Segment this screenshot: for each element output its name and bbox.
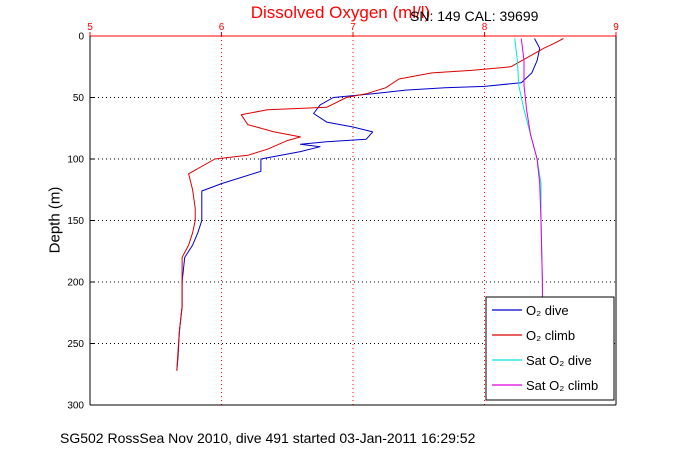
x-tick-label: 9 [613, 22, 619, 33]
y-tick-label: 0 [78, 32, 84, 43]
serial-calibration-note: SN: 149 CAL: 39699 [410, 8, 539, 24]
x-tick-label: 7 [350, 22, 356, 33]
y-tick-label: 50 [73, 93, 85, 104]
x-tick-label: 6 [219, 22, 225, 33]
dive-footer-caption: SG502 RossSea Nov 2010, dive 491 started… [60, 430, 476, 446]
y-tick-label: 100 [67, 155, 84, 166]
legend-label: Sat O₂ climb [526, 378, 598, 393]
legend-label: O₂ dive [526, 303, 569, 318]
y-tick-label: 150 [67, 216, 84, 227]
y-axis-label: Depth (m) [46, 186, 64, 254]
y-tick-label: 200 [67, 278, 84, 289]
x-tick-label: 8 [482, 22, 488, 33]
legend-label: O₂ climb [526, 328, 575, 343]
legend-box [485, 296, 615, 401]
o2-climb-line [176, 38, 564, 371]
o2-dive-line [176, 38, 541, 371]
y-tick-label: 250 [67, 339, 84, 350]
sat-o2-climb-line [520, 38, 543, 301]
chart-title: Dissolved Oxygen (ml/l) [250, 3, 431, 22]
legend-label: Sat O₂ dive [526, 353, 592, 368]
x-tick-label: 5 [87, 22, 93, 33]
y-tick-label: 300 [67, 401, 84, 412]
